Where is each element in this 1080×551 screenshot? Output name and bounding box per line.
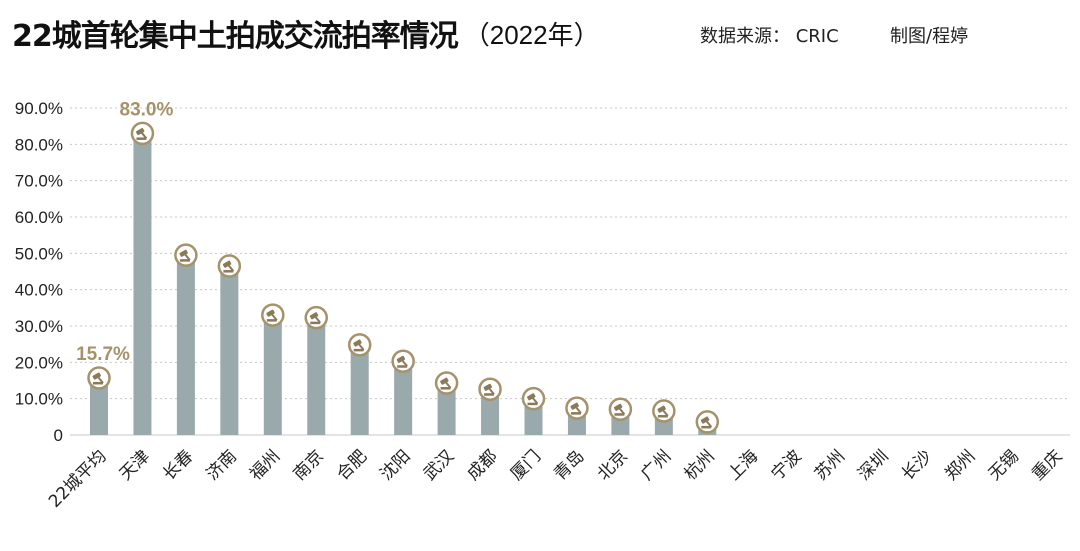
x-category-label: 沈阳 <box>377 446 415 484</box>
gavel-icon <box>130 121 155 146</box>
x-category-label: 郑州 <box>941 446 979 484</box>
y-tick-label: 80.0% <box>15 135 63 154</box>
x-category-label: 南京 <box>290 446 328 484</box>
x-category-label: 福州 <box>246 446 284 484</box>
x-category-label: 成都 <box>463 446 501 484</box>
bar <box>394 361 413 435</box>
x-category-label: 北京 <box>594 446 632 484</box>
gavel-icon <box>565 396 589 420</box>
gavel-icon <box>217 254 242 278</box>
gavel-icon <box>391 349 415 373</box>
data-source: 数据来源： CRIC <box>700 26 839 47</box>
x-category-label: 长春 <box>159 446 197 484</box>
x-category-label: 济南 <box>203 446 241 484</box>
data-label: 15.7% <box>76 344 130 365</box>
y-tick-label: 50.0% <box>15 244 63 263</box>
y-tick-label: 20.0% <box>15 353 63 372</box>
x-category-label: 长沙 <box>898 446 936 484</box>
data-label: 83.0% <box>120 99 174 120</box>
bar <box>481 389 500 435</box>
x-category-label: 重庆 <box>1028 446 1066 484</box>
bar <box>307 317 326 435</box>
y-tick-label: 10.0% <box>15 390 63 409</box>
gavel-icon <box>174 243 198 267</box>
x-category-label: 苏州 <box>811 446 849 484</box>
x-category-label: 无锡 <box>985 446 1023 484</box>
y-tick-label: 40.0% <box>15 281 63 300</box>
x-category-label: 广州 <box>637 446 675 484</box>
gavel-icon <box>652 399 676 423</box>
gavel-icon <box>695 410 720 434</box>
bar <box>220 266 239 435</box>
x-category-label: 宁波 <box>768 446 806 484</box>
gavel-icon <box>347 333 372 357</box>
chart-author: 制图/程婷 <box>890 26 969 47</box>
y-tick-label: 30.0% <box>15 317 63 336</box>
gavel-icon <box>261 303 285 327</box>
x-category-label: 武汉 <box>420 446 458 484</box>
bar <box>350 344 369 435</box>
bar <box>133 133 152 435</box>
x-category-label: 杭州 <box>681 446 719 484</box>
y-tick-label: 90.0% <box>15 99 63 118</box>
gavel-icon <box>478 377 502 401</box>
chart-year: （2022年） <box>463 19 600 50</box>
chart-header: 22城首轮集中土拍成交流拍率情况 （2022年） <box>12 10 1060 56</box>
bar <box>263 315 282 435</box>
chart-title: 22城首轮集中土拍成交流拍率情况 <box>12 19 459 54</box>
bar <box>437 383 456 435</box>
x-category-label: 深圳 <box>854 446 892 484</box>
gavel-icon <box>87 366 111 390</box>
gavel-icon <box>304 305 328 330</box>
y-tick-label: 0 <box>54 426 63 445</box>
x-category-label: 22城平均 <box>45 446 111 512</box>
gavel-icon <box>608 397 633 421</box>
x-category-label: 合肥 <box>333 446 371 484</box>
y-tick-label: 60.0% <box>15 208 63 227</box>
bar <box>176 255 195 435</box>
x-category-label: 青岛 <box>550 446 588 484</box>
x-category-label: 厦门 <box>507 446 545 484</box>
x-category-label: 上海 <box>724 446 762 484</box>
x-category-label: 天津 <box>116 446 154 484</box>
bar <box>90 377 108 435</box>
gavel-icon <box>521 386 546 411</box>
y-tick-label: 70.0% <box>15 172 63 191</box>
gavel-icon <box>434 371 459 395</box>
